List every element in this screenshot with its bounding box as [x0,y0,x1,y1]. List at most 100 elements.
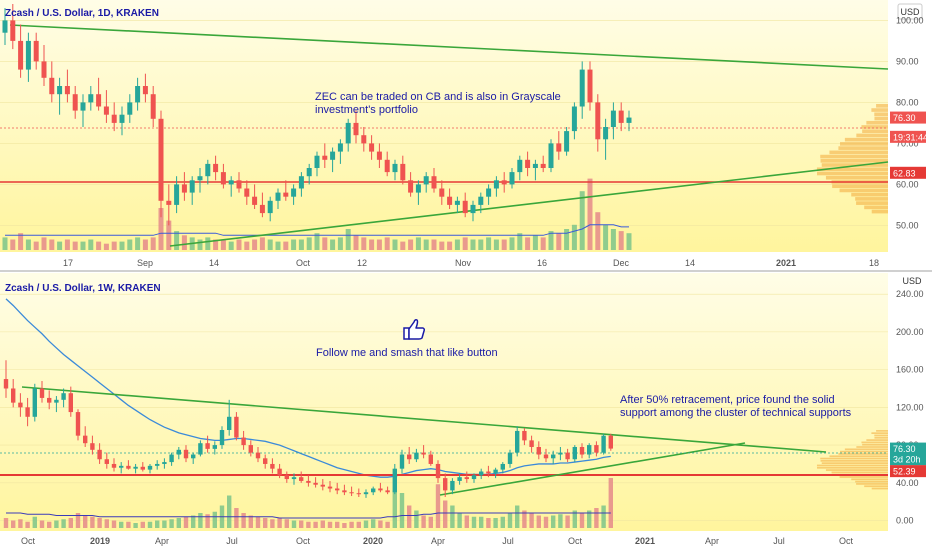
bot-volume-bar [97,518,102,528]
top-volume-bar [259,237,265,250]
top-currency-badge[interactable]: USD [897,3,923,20]
top-profile-bar [817,171,888,176]
top-annotation-line-2: investment's portfolio [315,104,418,116]
bot-profile-bar [821,462,888,465]
bot-volume-bar [291,520,297,528]
top-candle-body [415,184,421,193]
top-volume-bar [493,239,499,250]
top-candle-body [431,176,437,189]
bot-candle-body [32,388,37,417]
bot-candle-body [248,445,253,453]
bot-candle-body [551,454,556,459]
top-volume-bar [267,239,273,250]
top-volume-bar [142,239,148,250]
bot-volume-bar [205,514,210,528]
bot-candle-body [421,452,426,455]
top-candles [2,4,632,226]
bot-y-tick-label: 160.00 [896,365,924,375]
top-candle-body [228,180,234,185]
top-volume-bar [447,241,453,250]
bot-volume-bar [464,515,469,528]
top-volume-bar [181,235,187,250]
bot-volume-bar [450,505,455,528]
bot-candle-body [435,463,441,479]
bot-candle-body [270,463,275,469]
bot-profile-bar [856,483,888,485]
top-candle-body [618,110,624,123]
bot-volume-bar [601,505,606,528]
top-volume-bar [587,178,593,250]
bot-profile-bar [838,453,888,455]
top-candle-body [298,176,304,189]
bot-candle-body [191,454,196,459]
bot-candle-body [234,416,239,438]
top-candle-body [72,94,78,111]
bot-candle-body [212,445,217,449]
top-candle-body [322,155,328,160]
bottom-currency-label[interactable]: USD [902,276,922,286]
top-profile-bar [862,129,888,134]
bot-volume-bar [428,516,433,528]
bot-volume-bar [111,520,117,528]
top-volume-bar [470,239,476,250]
top-candle-body [330,151,336,160]
bottom-follow-annotation: Follow me and smash that like button [316,347,498,359]
top-x-tick-label: 2021 [776,258,796,268]
bot-volume-bar [371,519,376,528]
bot-candle-body [219,430,225,446]
top-profile-bar [864,205,888,210]
bottom-panel: Zcash / U.S. Dollar, 1W, KRAKEN Follow m… [0,273,932,550]
top-price-labels: 76.30 19:31:44 62.83 [890,111,928,179]
top-profile-bar [838,146,888,150]
top-candle-body [127,102,133,115]
bot-volume-bar [515,505,520,528]
top-profile-bar [861,125,888,129]
top-volume-bar [111,241,117,250]
top-volume-bar [41,237,47,250]
top-x-tick-label: 14 [209,258,219,268]
top-candle-body [454,200,460,205]
top-candle-body [142,86,148,95]
bot-candle-body [291,477,297,480]
top-candle-body [2,20,8,33]
bottom-resistance-trendline [21,386,827,453]
top-volume-bar [509,237,515,250]
top-candle-body [236,180,242,189]
bot-candle-body [457,477,462,481]
top-candle-body [361,135,367,144]
top-volume-bar [252,239,258,250]
bot-candle-body [155,463,160,466]
bot-candle-body [407,454,412,460]
bot-volume-bar [421,515,426,528]
bot-volume-bar [522,510,527,528]
bot-volume-bar [169,519,174,528]
bot-candle-body [443,478,448,491]
bot-volume-bar [25,521,30,528]
top-volume-bar [322,237,328,250]
bot-x-tick-label: Oct [839,536,854,546]
top-volume-bar [556,233,562,250]
top-xaxis-bg [0,252,888,270]
bot-volume-bar [543,516,549,528]
bot-volume-bar [349,521,354,528]
bot-candle-body [68,393,73,413]
top-volume-bar [244,241,250,250]
top-candle-body [447,196,453,205]
bot-price-label-bg [890,453,926,466]
bot-volume-bar [47,521,52,528]
bot-price-label: 52.39 [893,467,916,477]
bot-candle-body [313,482,318,485]
top-volume-bar [10,239,16,250]
bottom-support-trendline [439,442,746,496]
bot-profile-bar [861,441,888,444]
top-y-tick-label: 60.00 [896,179,919,189]
bot-volume-bar [507,513,513,528]
bot-candle-body [126,465,131,469]
top-volume-bar [415,237,421,250]
bot-volume-bar [140,521,145,528]
bot-volume-bar [277,518,282,528]
top-candle-body [10,20,16,41]
top-candle-body [267,200,273,214]
bottom-x-axis: Oct 2019 Apr Jul Oct 2020 Apr Jul Oct 2021 Apr Jul O… [21,536,854,546]
bot-volume-bar [306,521,311,528]
